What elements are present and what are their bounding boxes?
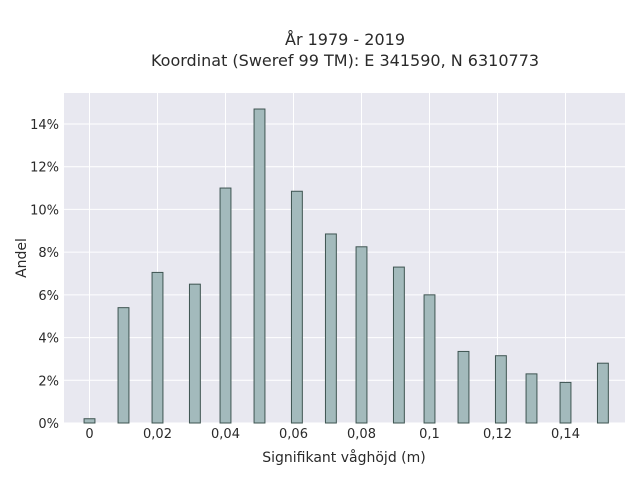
- y-tick-label: 10%: [30, 203, 59, 218]
- x-tick-label: 0,02: [143, 427, 172, 442]
- histogram-bar: [151, 271, 164, 424]
- histogram-bar: [219, 187, 232, 424]
- y-tick-label: 4%: [38, 332, 59, 347]
- chart-title-line-2: Koordinat (Sweref 99 TM): E 341590, N 63…: [151, 51, 539, 70]
- bars: [83, 108, 609, 424]
- x-tick-label: 0,12: [483, 427, 512, 442]
- histogram-bar: [457, 350, 470, 424]
- chart-title-line-1: År 1979 - 2019: [285, 30, 405, 49]
- x-tick-labels: 0 0,02 0,04 0,06 0,08 0,1 0,12 0,14: [85, 427, 580, 442]
- histogram-bar: [494, 355, 507, 424]
- plot-area: [64, 93, 625, 423]
- histogram-bar: [525, 373, 538, 424]
- x-tick-label: 0,1: [419, 427, 440, 442]
- y-tick-label: 0%: [38, 417, 59, 432]
- histogram-bar: [355, 246, 368, 424]
- histogram-bar: [83, 418, 96, 424]
- histogram-bar: [392, 266, 405, 424]
- histogram-bar: [596, 362, 609, 424]
- y-tick-label: 6%: [38, 289, 59, 304]
- y-tick-label: 12%: [30, 161, 59, 176]
- y-tick-label: 2%: [38, 374, 59, 389]
- y-tick-label: 14%: [30, 118, 59, 133]
- y-axis-title: Andel: [14, 238, 30, 278]
- histogram-bar: [290, 190, 303, 424]
- y-tick-labels: 0% 2% 4% 6% 8% 10% 12% 14%: [30, 118, 59, 432]
- histogram-bar: [117, 307, 130, 424]
- x-tick-label: 0,04: [211, 427, 240, 442]
- histogram-bar: [324, 233, 337, 424]
- histogram-bar: [559, 381, 572, 424]
- histogram-bar: [188, 283, 201, 424]
- x-tick-label: 0,08: [347, 427, 376, 442]
- histogram-bar: [423, 294, 436, 424]
- x-axis-title: Signifikant våghöjd (m): [262, 449, 425, 466]
- histogram-bar: [253, 108, 266, 424]
- x-tick-label: 0,06: [279, 427, 308, 442]
- x-tick-label: 0: [85, 427, 93, 442]
- y-tick-label: 8%: [38, 246, 59, 261]
- x-tick-label: 0,14: [551, 427, 580, 442]
